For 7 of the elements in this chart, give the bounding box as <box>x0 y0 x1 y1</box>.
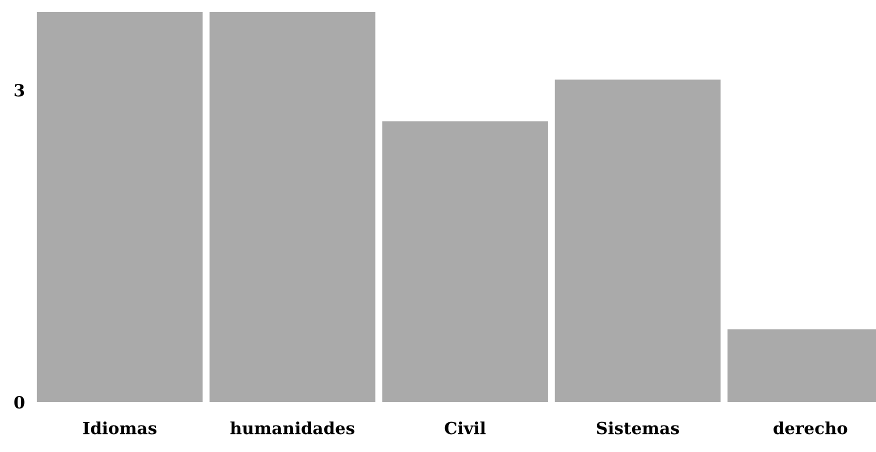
x-tick-label: Civil <box>444 421 486 434</box>
x-tick-label: derecho <box>774 421 848 434</box>
y-tick-label: 3 <box>14 84 24 97</box>
x-tick-label: Sistemas <box>596 421 679 434</box>
x-tick-label: humanidades <box>230 421 354 434</box>
x-tick-label: Idiomas <box>83 421 156 434</box>
y-tick-label: 0 <box>14 396 24 409</box>
